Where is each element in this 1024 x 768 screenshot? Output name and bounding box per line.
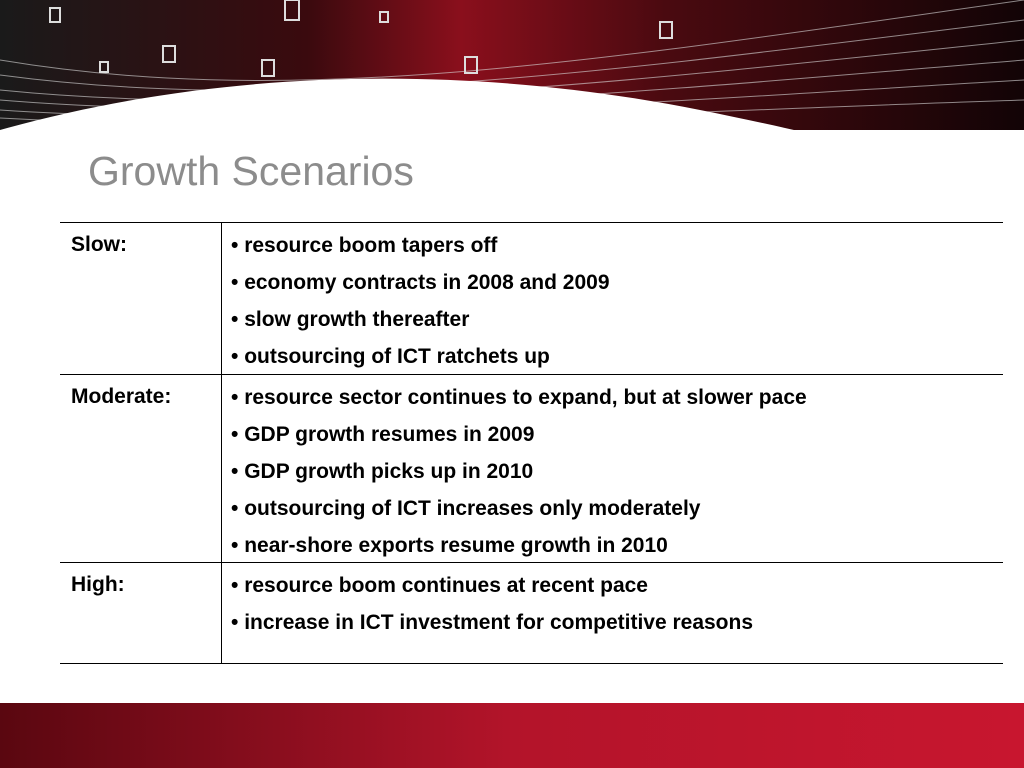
bullet-list: resource boom continues at recent pacein…	[222, 563, 1003, 663]
bullet-item: resource boom tapers off	[231, 227, 1003, 264]
table-row: Moderate:resource sector continues to ex…	[60, 375, 1003, 563]
bullet-item: slow growth thereafter	[231, 301, 1003, 338]
bullet-item: outsourcing of ICT ratchets up	[231, 338, 1003, 375]
bullet-item: near-shore exports resume growth in 2010	[231, 527, 1003, 564]
bullet-item: resource boom continues at recent pace	[231, 567, 1003, 604]
bullet-list: resource boom tapers offeconomy contract…	[222, 223, 1003, 374]
bullet-item: economy contracts in 2008 and 2009	[231, 264, 1003, 301]
table-row: Slow:resource boom tapers offeconomy con…	[60, 223, 1003, 375]
bullet-item: GDP growth picks up in 2010	[231, 453, 1003, 490]
digit-shapes	[49, 0, 673, 77]
bullet-item: GDP growth resumes in 2009	[231, 416, 1003, 453]
bullet-item: increase in ICT investment for competiti…	[231, 604, 1003, 641]
bullet-list: resource sector continues to expand, but…	[222, 375, 1003, 562]
scenario-label: High:	[60, 563, 222, 663]
slide-title: Growth Scenarios	[88, 148, 414, 194]
bullet-item: outsourcing of ICT increases only modera…	[231, 490, 1003, 527]
scenario-label: Slow:	[60, 223, 222, 374]
scenario-table: Slow:resource boom tapers offeconomy con…	[60, 222, 1003, 664]
bullet-item: resource sector continues to expand, but…	[231, 379, 1003, 416]
scenario-label: Moderate:	[60, 375, 222, 562]
footer-band	[0, 703, 1024, 768]
table-row: High:resource boom continues at recent p…	[60, 563, 1003, 664]
